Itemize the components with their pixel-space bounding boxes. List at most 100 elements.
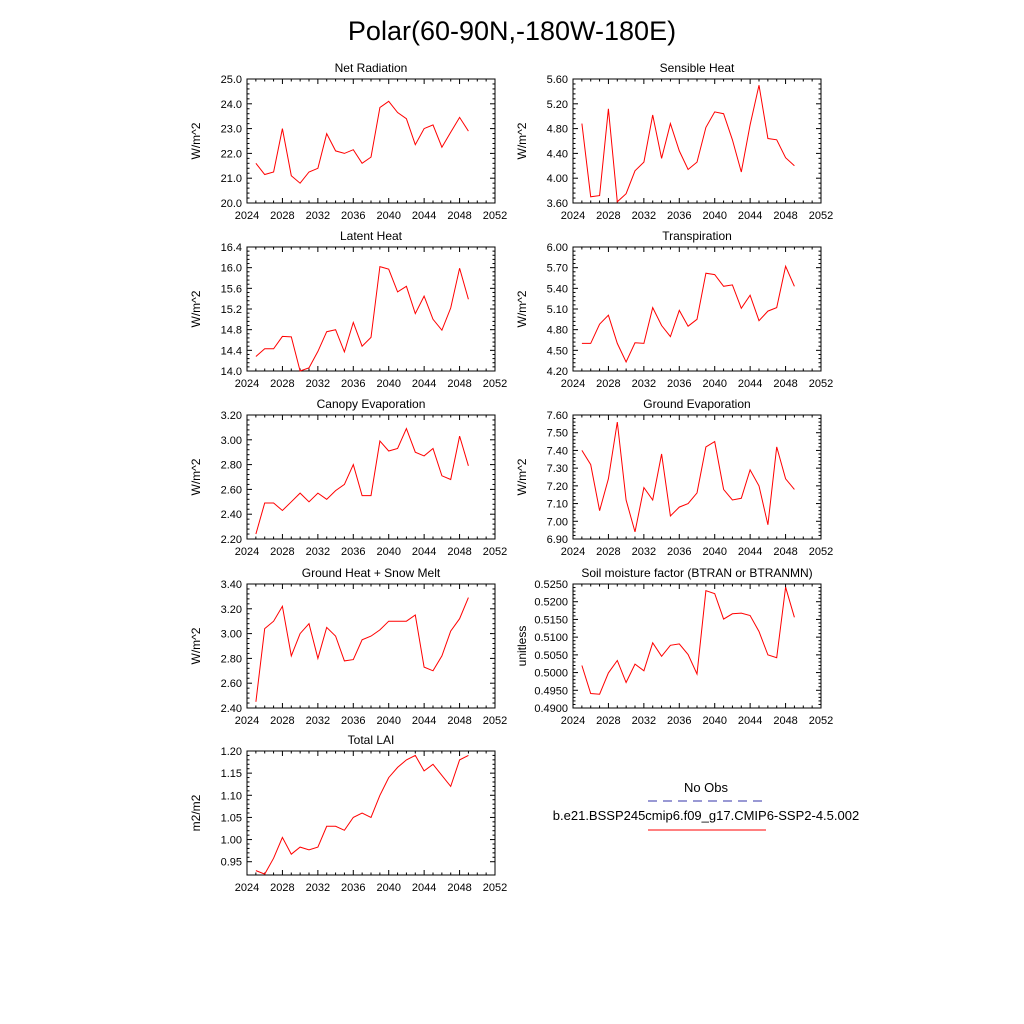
- panel-7: Soil moisture factor (BTRAN or BTRANMN) 2…: [515, 566, 833, 727]
- y-axis-label: W/m^2: [515, 122, 529, 159]
- y-tick-label: 14.4: [221, 345, 242, 357]
- panel-1: Sensible Heat 2024 2028 2032 2036 2040 2044 204…: [515, 61, 833, 222]
- x-tick-label: 2052: [809, 546, 833, 558]
- y-tick-label: 14.8: [221, 325, 242, 337]
- series-line: [581, 264, 795, 364]
- panel-title: Ground Evaporation: [643, 397, 750, 411]
- x-tick-label: 2032: [632, 546, 656, 558]
- plot-frame: [246, 414, 496, 540]
- y-tick-label: 3.60: [547, 198, 568, 210]
- y-tick-label: 24.0: [221, 99, 242, 111]
- y-tick-label: 0.5050: [534, 650, 568, 662]
- x-tick-label: 2052: [809, 378, 833, 390]
- y-tick-label: 0.5100: [534, 632, 568, 644]
- y-tick-label: 1.20: [221, 746, 242, 758]
- y-tick-label: 21.0: [221, 173, 242, 185]
- y-tick-label: 0.5000: [534, 668, 568, 680]
- y-tick-label: 5.70: [547, 263, 568, 275]
- x-tick-label: 2036: [667, 546, 691, 558]
- y-tick-label: 7.60: [547, 410, 568, 422]
- y-tick-label: 0.95: [221, 857, 242, 869]
- plot-frame: [246, 750, 496, 876]
- y-axis-label: W/m^2: [189, 290, 203, 327]
- panel-title: Ground Heat + Snow Melt: [302, 566, 441, 580]
- y-axis-label: W/m^2: [189, 627, 203, 664]
- series-line: [255, 597, 469, 702]
- x-tick-label: 2028: [596, 715, 620, 727]
- series-line: [581, 85, 795, 203]
- series-line: [255, 265, 469, 372]
- x-tick-label: 2052: [483, 715, 507, 727]
- series-line: [255, 754, 469, 875]
- x-tick-label: 2040: [702, 715, 726, 727]
- x-tick-label: 2028: [596, 378, 620, 390]
- x-tick-label: 2024: [561, 546, 585, 558]
- y-tick-label: 20.0: [221, 198, 242, 210]
- x-tick-label: 2052: [483, 210, 507, 222]
- y-tick-label: 7.30: [547, 463, 568, 475]
- y-tick-label: 1.05: [221, 812, 242, 824]
- x-tick-label: 2028: [270, 378, 294, 390]
- y-tick-label: 0.5250: [534, 579, 568, 591]
- x-tick-label: 2032: [306, 378, 330, 390]
- x-tick-label: 2024: [561, 210, 585, 222]
- x-tick-label: 2032: [306, 546, 330, 558]
- y-tick-label: 4.50: [547, 345, 568, 357]
- y-tick-label: 2.20: [221, 534, 242, 546]
- x-tick-label: 2032: [632, 715, 656, 727]
- chart-panels: Net Radiation 2024 2028 2032 2036 2040 2044 204…: [189, 61, 833, 894]
- x-tick-label: 2048: [773, 210, 797, 222]
- y-tick-label: 2.80: [221, 653, 242, 665]
- x-tick-label: 2036: [667, 715, 691, 727]
- x-tick-label: 2052: [483, 882, 507, 894]
- plot-frame: [246, 246, 496, 372]
- y-tick-label: 3.00: [221, 435, 242, 447]
- series-line: [255, 100, 469, 184]
- y-axis-label: W/m^2: [189, 458, 203, 495]
- panel-6: Ground Heat + Snow Melt 2024 2028 2032 2036 2…: [189, 566, 507, 727]
- plot-frame: [572, 78, 822, 204]
- x-tick-label: 2044: [412, 546, 436, 558]
- y-tick-label: 0.5150: [534, 614, 568, 626]
- panel-5: Ground Evaporation 2024 2028 2032 2036 2040 20…: [515, 397, 833, 558]
- x-tick-label: 2032: [632, 378, 656, 390]
- x-tick-label: 2036: [667, 210, 691, 222]
- x-tick-label: 2024: [235, 882, 259, 894]
- y-tick-label: 4.80: [547, 124, 568, 136]
- x-tick-label: 2040: [376, 546, 400, 558]
- x-tick-label: 2048: [447, 210, 471, 222]
- panel-title: Sensible Heat: [660, 61, 735, 75]
- x-tick-label: 2024: [561, 715, 585, 727]
- panel-0: Net Radiation 2024 2028 2032 2036 2040 2044 204…: [189, 61, 507, 222]
- x-tick-label: 2036: [341, 715, 365, 727]
- y-tick-label: 1.00: [221, 835, 242, 847]
- panel-title: Latent Heat: [340, 229, 403, 243]
- panel-4: Canopy Evaporation 2024 2028 2032 2036 2040 20…: [189, 397, 507, 558]
- x-tick-label: 2048: [447, 546, 471, 558]
- y-tick-label: 3.40: [221, 579, 242, 591]
- x-tick-label: 2028: [270, 882, 294, 894]
- y-tick-label: 1.10: [221, 790, 242, 802]
- panel-title: Net Radiation: [335, 61, 408, 75]
- x-tick-label: 2024: [235, 210, 259, 222]
- x-tick-label: 2036: [341, 210, 365, 222]
- x-tick-label: 2048: [447, 882, 471, 894]
- panel-title: Total LAI: [348, 733, 395, 747]
- y-tick-label: 16.0: [221, 263, 242, 275]
- y-tick-label: 16.4: [221, 242, 242, 254]
- y-tick-label: 15.2: [221, 304, 242, 316]
- figure-title: Polar(60-90N,-180W-180E): [348, 16, 676, 46]
- x-tick-label: 2040: [376, 882, 400, 894]
- x-tick-label: 2024: [235, 546, 259, 558]
- y-tick-label: 25.0: [221, 74, 242, 86]
- y-tick-label: 0.5200: [534, 597, 568, 609]
- y-axis-label: unitless: [515, 626, 529, 667]
- y-tick-label: 1.15: [221, 768, 242, 780]
- x-tick-label: 2028: [270, 546, 294, 558]
- x-tick-label: 2044: [738, 715, 762, 727]
- panel-title: Transpiration: [662, 229, 732, 243]
- y-tick-label: 7.10: [547, 499, 568, 511]
- x-tick-label: 2044: [412, 378, 436, 390]
- x-tick-label: 2040: [702, 378, 726, 390]
